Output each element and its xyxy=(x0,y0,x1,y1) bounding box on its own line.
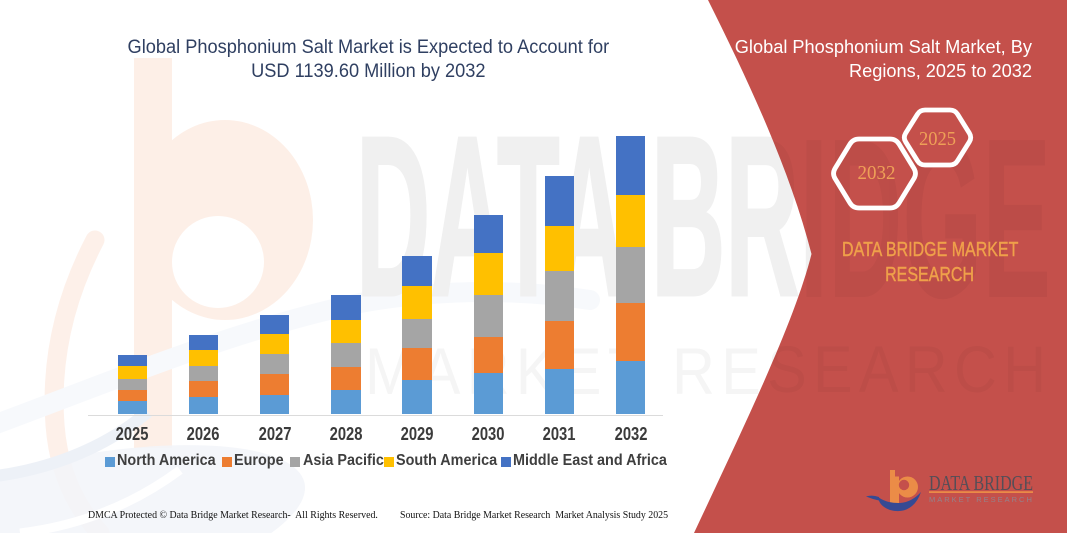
svg-text:2025: 2025 xyxy=(919,128,956,150)
svg-text:DATA BRIDGE: DATA BRIDGE xyxy=(929,471,1033,495)
svg-text:MARKET RESEARCH: MARKET RESEARCH xyxy=(929,495,1034,504)
svg-text:MARKET RESEARCH: MARKET RESEARCH xyxy=(365,333,1052,407)
svg-text:2032: 2032 xyxy=(858,162,896,184)
